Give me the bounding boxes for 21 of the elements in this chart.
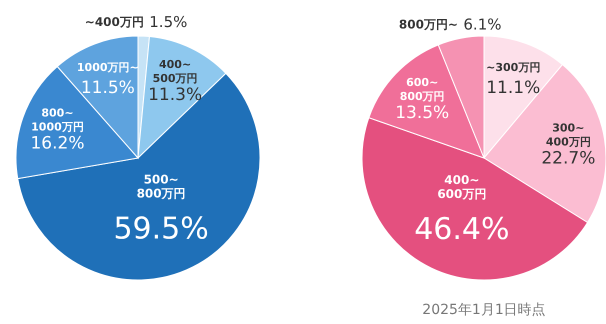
slice-label: 300~400万円 [546,122,591,149]
data-label: 46.4% [414,212,510,248]
data-label: 11.5% [80,78,135,98]
slice-label: 800万円~ [398,17,458,32]
slice-label: 1000万円~ [76,61,139,74]
slice-label: 600~800万円 [400,76,445,104]
data-label: 11.3% [148,85,202,106]
slice-label: ~300万円 [486,60,540,74]
slice-label: 500~800万円 [136,172,186,201]
data-label: 1.5% [149,13,188,32]
text: 2025年1月1日時点 [422,302,546,318]
data-label: 22.7% [541,148,596,169]
slice-label: 400~600万円 [437,173,486,202]
slice-label: 400~500万円 [152,58,198,86]
data-label: 59.5% [113,212,209,247]
data-label: 11.1% [486,78,540,98]
data-label: 6.1% [463,15,502,34]
data-label: 13.5% [395,103,450,124]
slice-label: ~400万円 [84,15,144,30]
slice-label: 800~1000万円 [31,106,84,134]
data-label: 16.2% [30,134,84,154]
